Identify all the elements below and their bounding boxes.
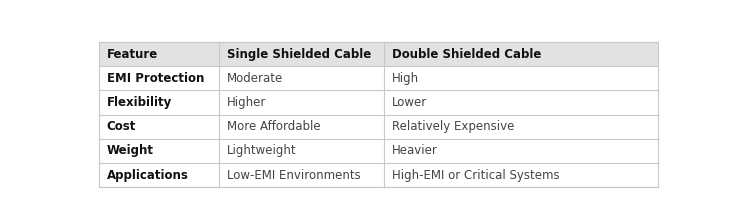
Text: High-EMI or Critical Systems: High-EMI or Critical Systems [392, 169, 559, 182]
Text: More Affordable: More Affordable [227, 120, 321, 133]
Text: Moderate: Moderate [227, 72, 283, 85]
Text: Lightweight: Lightweight [227, 145, 296, 157]
FancyBboxPatch shape [99, 66, 658, 90]
Text: High: High [392, 72, 419, 85]
Text: Heavier: Heavier [392, 145, 437, 157]
Text: Flexibility: Flexibility [106, 96, 172, 109]
FancyBboxPatch shape [99, 42, 658, 66]
Text: Lower: Lower [392, 96, 427, 109]
Text: Relatively Expensive: Relatively Expensive [392, 120, 514, 133]
FancyBboxPatch shape [99, 139, 658, 163]
FancyBboxPatch shape [99, 163, 658, 187]
Text: Weight: Weight [106, 145, 154, 157]
Text: Double Shielded Cable: Double Shielded Cable [392, 48, 541, 61]
Text: Single Shielded Cable: Single Shielded Cable [227, 48, 371, 61]
Text: Applications: Applications [106, 169, 188, 182]
FancyBboxPatch shape [99, 90, 658, 115]
Text: Low-EMI Environments: Low-EMI Environments [227, 169, 361, 182]
Text: Feature: Feature [106, 48, 158, 61]
Text: Cost: Cost [106, 120, 136, 133]
Text: Higher: Higher [227, 96, 266, 109]
Text: EMI Protection: EMI Protection [106, 72, 204, 85]
FancyBboxPatch shape [99, 115, 658, 139]
